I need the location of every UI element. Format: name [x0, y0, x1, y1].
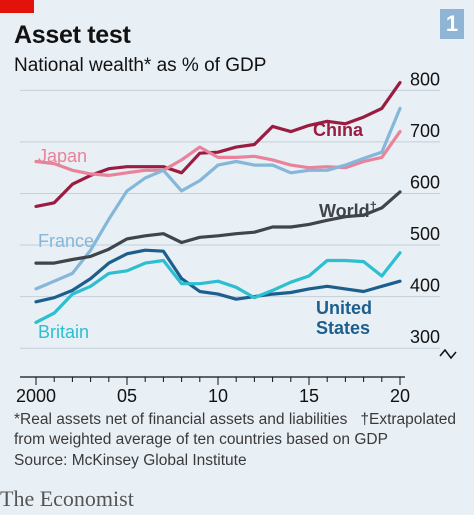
axis-break-icon [439, 348, 457, 360]
brand-logo: The Economist [0, 486, 134, 511]
y-tick-label-700: 700 [410, 121, 440, 141]
label-china: China [313, 120, 364, 140]
label-world: World† [319, 199, 377, 221]
label-states: States [316, 318, 370, 338]
series-line-china [34, 81, 402, 208]
series-line-united-states [34, 248, 402, 304]
series-line-france [34, 106, 402, 291]
y-tick-label-500: 500 [410, 224, 440, 244]
footnote-real-assets: *Real assets net of financial assets and… [14, 411, 348, 428]
y-tick-labels: 300 400 500 600 700 800 [410, 69, 440, 347]
source-note: Source: McKinsey Global Institute [14, 452, 247, 469]
y-tick-label-600: 600 [410, 172, 440, 192]
footnote-extrapolated: †Extrapolated [360, 411, 457, 428]
chart-number-badge: 1 [440, 9, 464, 39]
label-japan: Japan [38, 146, 87, 166]
series-line-britain [34, 251, 402, 324]
x-axis: 2000 05 10 15 20 [16, 376, 410, 406]
x-tick-label-2000: 2000 [16, 386, 56, 406]
label-britain: Britain [38, 322, 89, 342]
y-tick-label-400: 400 [410, 276, 440, 296]
series-lines [34, 81, 402, 324]
world-dagger: † [370, 199, 377, 214]
footnote: *Real assets net of financial assets and… [14, 410, 456, 450]
label-france: France [38, 231, 94, 251]
accent-tab [0, 0, 34, 13]
series-line-world [34, 190, 402, 265]
series-labels: China Japan France World† United States … [38, 120, 377, 342]
y-tick-label-800: 800 [410, 69, 440, 89]
chart-title: Asset test [14, 21, 131, 49]
x-tick-label-2015: 15 [299, 386, 319, 406]
chart-subtitle: National wealth* as % of GDP [14, 55, 267, 76]
x-tick-label-2020: 20 [390, 386, 410, 406]
label-united: United [316, 298, 372, 318]
x-tick-label-2010: 10 [208, 386, 228, 406]
y-tick-label-300: 300 [410, 327, 440, 347]
x-tick-label-2005: 05 [117, 386, 137, 406]
footnote-weighted: from weighted average of ten countries b… [14, 431, 388, 448]
